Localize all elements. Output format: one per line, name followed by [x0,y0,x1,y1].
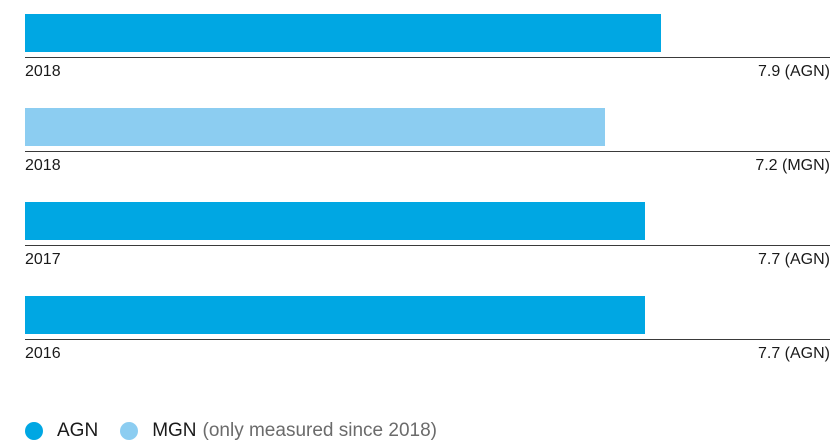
row-divider [25,57,830,58]
bar-agn-2017 [25,202,645,240]
value-label: 7.9 (AGN) [757,63,830,80]
bar-row: 2017 7.7 (AGN) [25,188,830,282]
bar-mgn-2018 [25,108,605,146]
legend-item-agn: AGN [25,420,98,442]
bar-row: 2018 7.2 (MGN) [25,94,830,188]
legend-label-mgn: MGN [152,420,197,441]
value-label: 7.7 (AGN) [757,345,830,362]
legend-swatch-agn [25,422,43,440]
legend-item-mgn: MGN (only measured since 2018) [120,420,437,442]
category-label: 2016 [25,345,61,362]
row-divider [25,339,830,340]
value-label: 7.2 (MGN) [755,157,830,174]
legend-label-agn: AGN [57,420,99,441]
legend-note-mgn: (only measured since 2018) [202,420,437,441]
legend-swatch-mgn [120,422,139,440]
row-divider [25,151,830,152]
bar-row: 2018 7.9 (AGN) [25,0,830,94]
bar-agn-2016 [25,296,645,334]
category-label: 2017 [25,251,61,268]
category-label: 2018 [25,63,61,80]
bar-row: 2016 7.7 (AGN) [25,282,830,376]
bar-agn-2018 [25,14,661,52]
bar-chart: 2018 7.9 (AGN) 2018 7.2 (MGN) 2017 7.7 (AGN) 2… [25,0,830,376]
category-label: 2018 [25,157,61,174]
value-label: 7.7 (AGN) [757,251,830,268]
legend: AGN MGN (only measured since 2018) [25,418,459,444]
row-divider [25,245,830,246]
